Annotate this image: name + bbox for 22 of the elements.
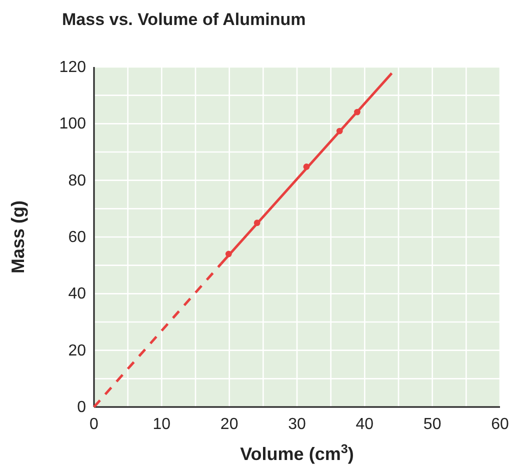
x-tick-label: 20 [220, 416, 238, 433]
y-tick-label: 120 [59, 59, 86, 76]
x-tick-label: 10 [152, 416, 171, 433]
y-axis-title: Mass (g) [8, 200, 28, 274]
x-tick-label: 40 [356, 416, 374, 433]
x-tick-label: 50 [423, 416, 442, 433]
point [354, 108, 360, 116]
y-tick-label: 0 [77, 399, 86, 416]
chart-title: Mass vs. Volume of Aluminum [62, 10, 306, 29]
x-tick-label: 60 [491, 416, 509, 433]
x-tick-label: 30 [288, 416, 306, 433]
point [254, 220, 260, 226]
y-tick-label: 40 [68, 286, 86, 303]
point [225, 250, 232, 258]
y-tick-label: 80 [68, 172, 86, 190]
x-axis-title: Volume (cm$^{3}$) [240, 442, 354, 464]
y-tick-label: 20 [68, 342, 86, 360]
point [336, 128, 343, 134]
y-tick-label: 60 [68, 229, 86, 246]
point [303, 164, 310, 170]
y-tick-label: 100 [59, 116, 86, 133]
x-tick-label: 0 [90, 416, 99, 433]
